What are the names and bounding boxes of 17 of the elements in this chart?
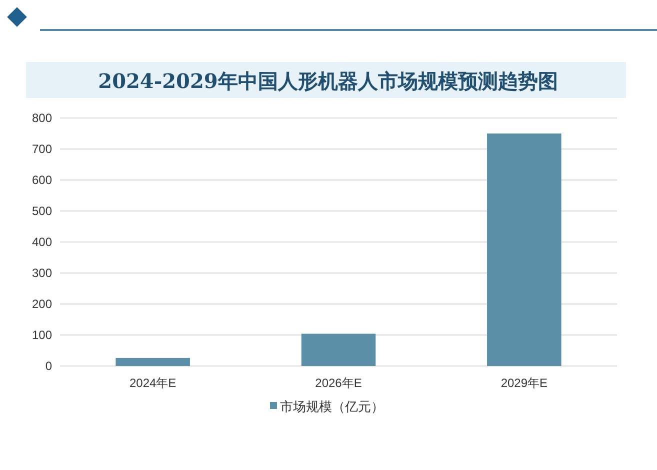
- y-tick-label: 300: [32, 266, 52, 280]
- x-tick-label: 2029年E: [500, 376, 548, 390]
- bar: [487, 134, 562, 366]
- chart-title: 2024-2029年中国人形机器人市场规模预测趋势图: [98, 69, 558, 93]
- bar: [301, 334, 376, 366]
- y-tick-label: 600: [32, 173, 52, 187]
- legend-label: 市场规模（亿元）: [280, 400, 384, 415]
- y-tick-label: 400: [32, 235, 52, 249]
- y-tick-label: 0: [45, 359, 52, 373]
- y-tick-label: 500: [32, 204, 52, 218]
- y-tick-label: 800: [32, 111, 52, 125]
- x-tick-label: 2026年E: [315, 376, 362, 390]
- y-tick-label: 700: [32, 142, 52, 156]
- y-tick-label: 100: [32, 328, 52, 342]
- y-tick-label: 200: [32, 297, 52, 311]
- x-tick-label: 2024年E: [129, 376, 176, 390]
- bar: [116, 358, 190, 366]
